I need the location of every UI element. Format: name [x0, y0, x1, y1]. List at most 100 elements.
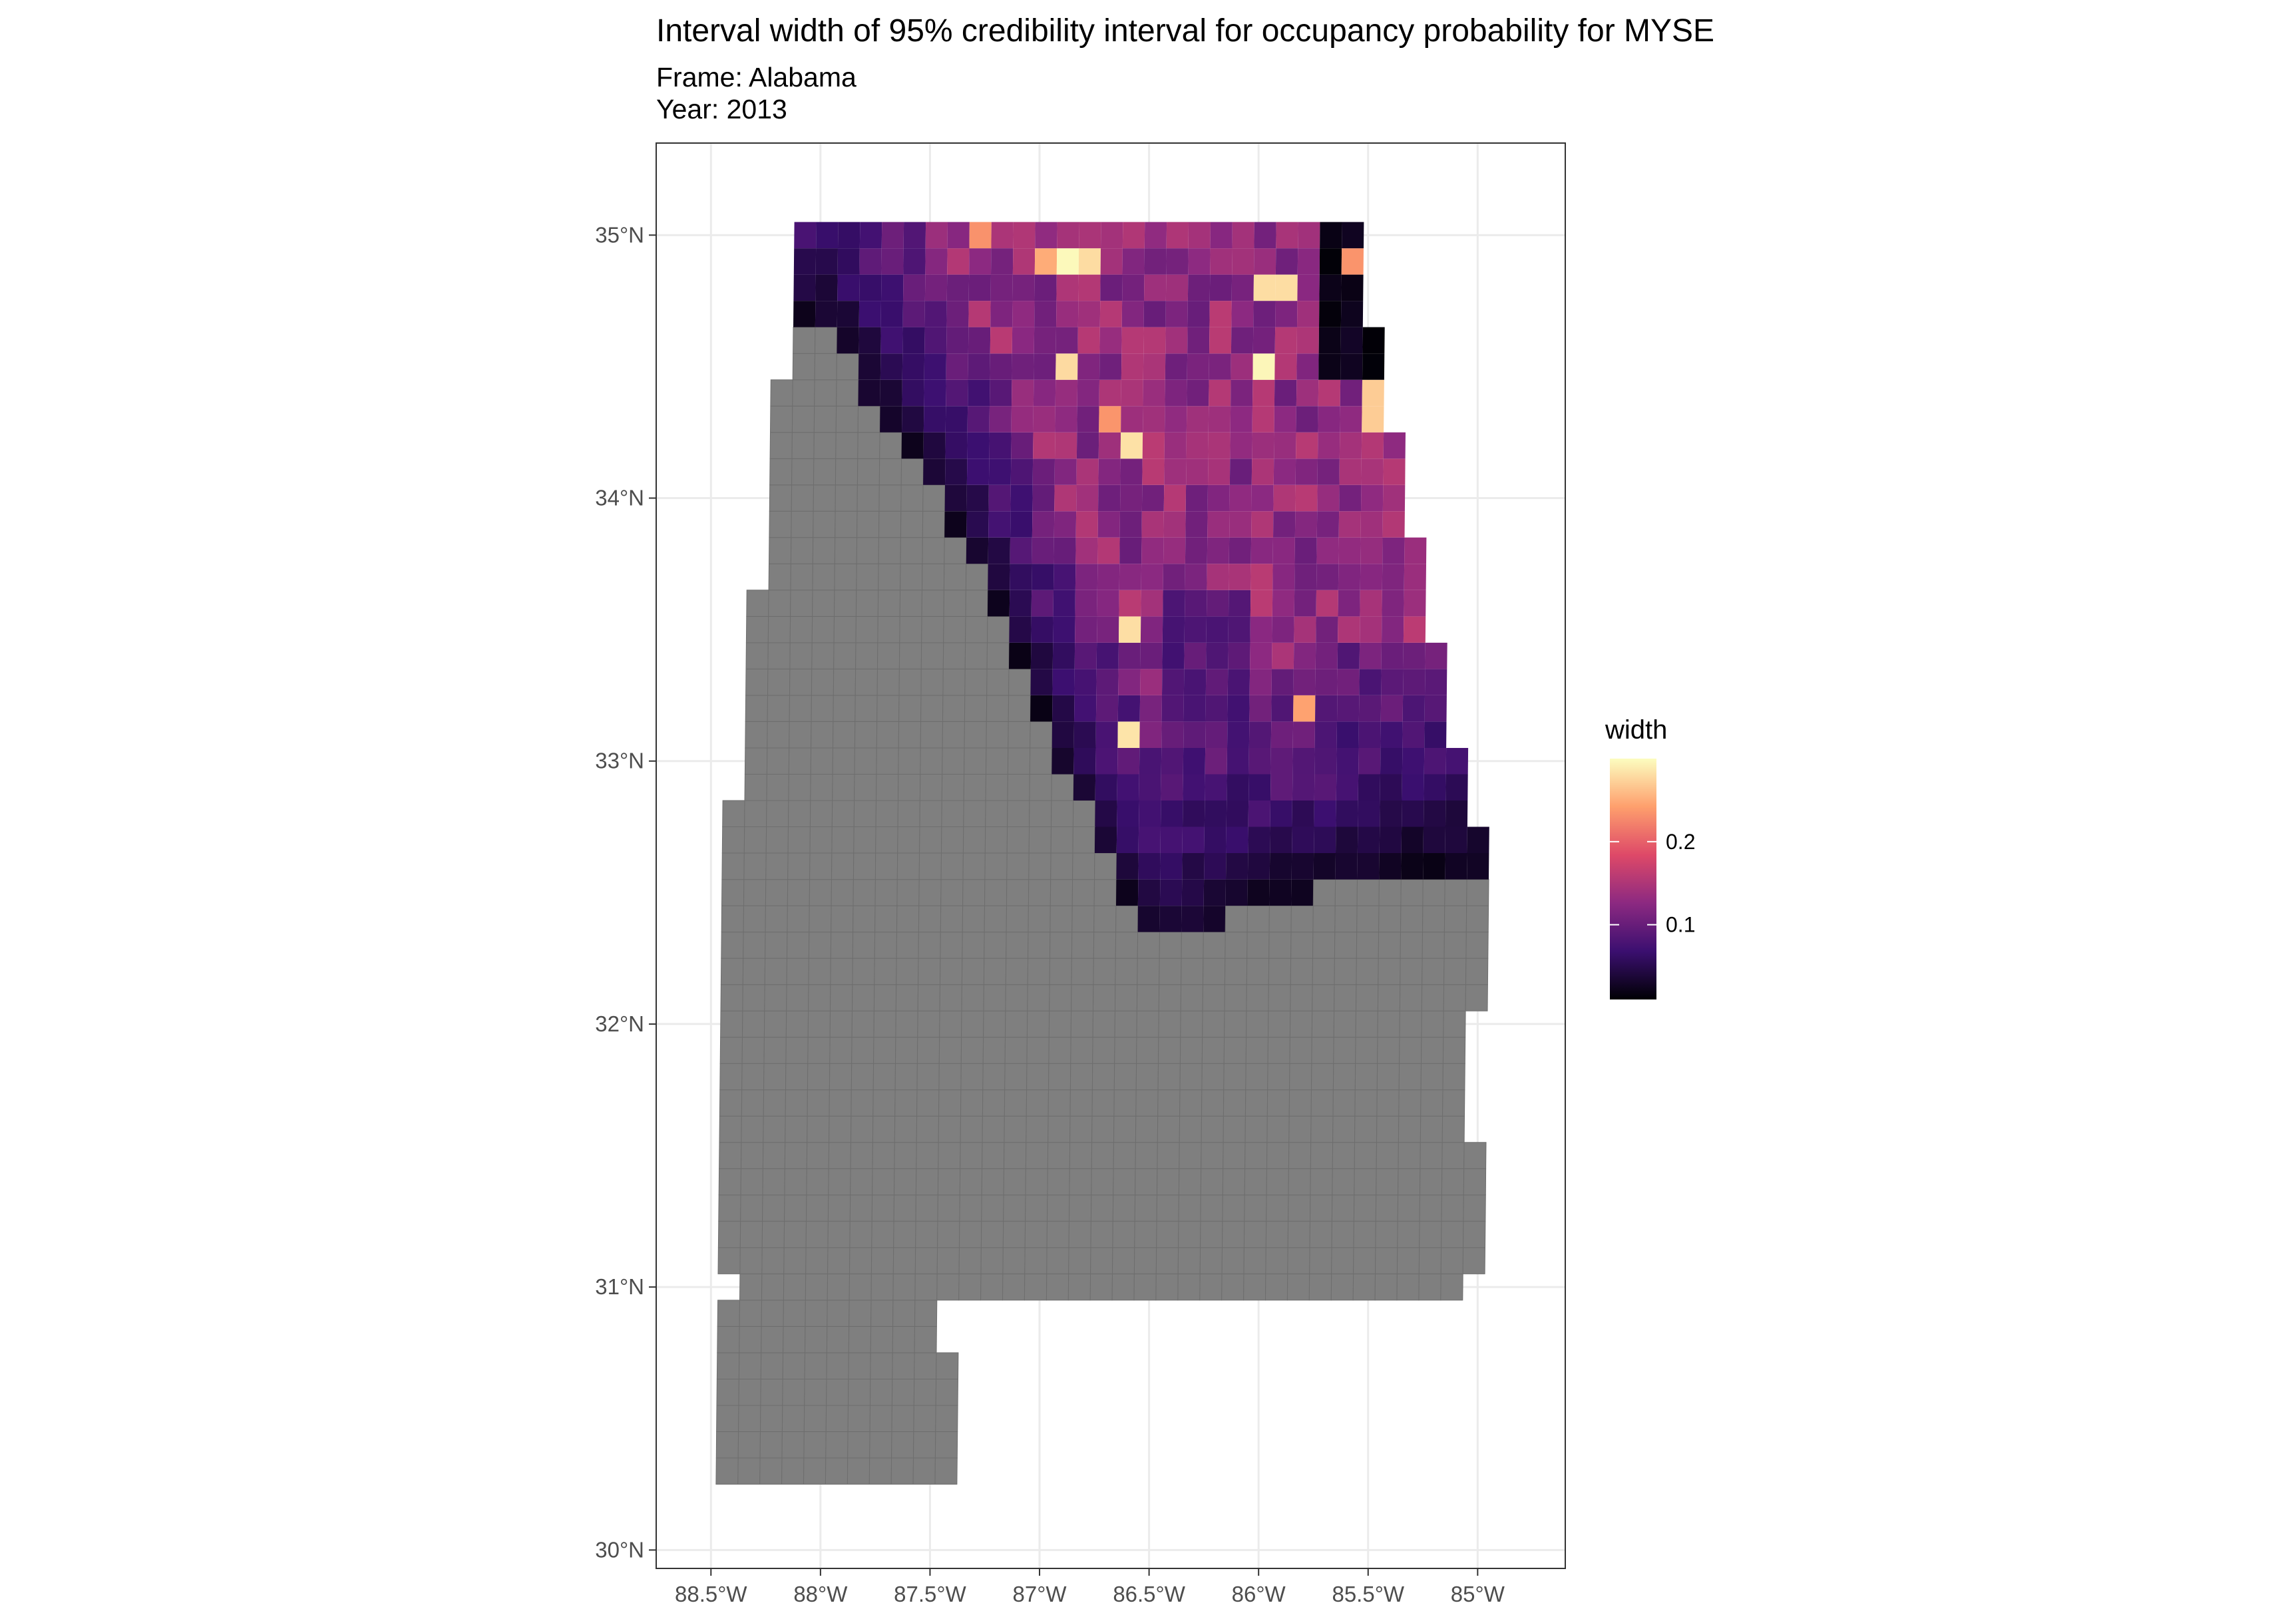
cell-no-data — [1050, 879, 1073, 906]
cell-width — [1272, 616, 1294, 643]
cell-no-data — [789, 616, 813, 643]
cell-width — [816, 222, 839, 249]
cell-no-data — [805, 1247, 829, 1274]
cell-no-data — [833, 668, 857, 696]
cell-width — [1077, 406, 1099, 433]
cell-no-data — [943, 590, 966, 617]
cell-no-data — [826, 1352, 849, 1379]
cell-no-data — [1157, 1089, 1181, 1117]
cell-no-data — [921, 590, 944, 617]
cell-width — [1403, 616, 1426, 643]
cell-no-data — [1287, 1247, 1310, 1274]
cell-no-data — [765, 905, 788, 933]
cell-no-data — [934, 1431, 958, 1459]
cell-no-data — [986, 721, 1009, 749]
cell-width — [1116, 879, 1139, 906]
cell-no-data — [849, 1220, 872, 1248]
cell-width — [1320, 222, 1342, 249]
cell-no-data — [1180, 984, 1204, 1011]
cell-no-data — [1332, 1115, 1356, 1143]
cell-no-data — [1026, 1063, 1050, 1091]
cell-no-data — [811, 721, 834, 749]
cell-no-data — [790, 563, 813, 591]
cell-no-data — [1310, 1168, 1333, 1196]
cell-no-data — [935, 1379, 959, 1406]
cell-width — [1079, 222, 1101, 249]
x-axis: 88.5°W 88°W 87.5°W 87°W 86.5°W 86°W 85.5°W 85°W — [675, 1568, 1505, 1606]
cell-no-data — [1400, 958, 1423, 986]
cell-no-data — [1224, 958, 1248, 986]
cell-no-data — [811, 642, 835, 669]
cell-width — [1274, 406, 1296, 433]
cell-no-data — [1093, 852, 1117, 880]
cell-width — [1402, 748, 1425, 775]
cell-width — [1098, 484, 1121, 512]
cell-no-data — [922, 537, 945, 564]
cell-width — [1252, 327, 1276, 354]
cell-width — [1162, 642, 1185, 669]
cell-no-data — [787, 905, 810, 933]
cell-no-data — [1377, 1037, 1400, 1064]
cell-width — [1035, 222, 1057, 249]
cell-width — [1098, 458, 1121, 485]
cell-width — [1119, 590, 1141, 617]
cell-no-data — [1356, 958, 1379, 986]
cell-width — [1251, 458, 1274, 485]
x-tick-label: 85.5°W — [1332, 1582, 1404, 1606]
cell-width — [1319, 301, 1342, 327]
cell-width — [1187, 379, 1209, 407]
cell-width — [946, 301, 969, 327]
cell-no-data — [943, 563, 967, 591]
cell-no-data — [1113, 1063, 1137, 1091]
cell-no-data — [763, 1010, 787, 1038]
cell-no-data — [767, 642, 791, 669]
cell-no-data — [812, 537, 836, 564]
cell-no-data — [1333, 1010, 1357, 1038]
cell-no-data — [914, 1352, 937, 1379]
cell-no-data — [719, 1037, 743, 1064]
cell-no-data — [891, 1431, 914, 1459]
cell-no-data — [1288, 1194, 1311, 1222]
cell-width — [1075, 590, 1097, 617]
cell-no-data — [745, 668, 769, 696]
cell-width — [1248, 774, 1271, 801]
cell-no-data — [869, 1379, 893, 1406]
cell-no-data — [878, 458, 902, 486]
cell-no-data — [1310, 1063, 1334, 1091]
cell-width — [1139, 774, 1161, 801]
cell-width — [1249, 669, 1272, 695]
cell-no-data — [719, 1063, 743, 1091]
cell-no-data — [937, 1194, 960, 1222]
cell-no-data — [766, 774, 789, 801]
cell-width — [1052, 721, 1074, 748]
cell-no-data — [1267, 1010, 1291, 1038]
cell-no-data — [1441, 1142, 1465, 1169]
cell-no-data — [1178, 1194, 1201, 1222]
cell-width — [1182, 826, 1205, 853]
cell-width — [1165, 301, 1188, 327]
cell-width — [1141, 537, 1164, 564]
cell-no-data — [836, 353, 859, 381]
cell-width — [1231, 353, 1253, 380]
cell-width — [1161, 801, 1183, 827]
cell-no-data — [791, 405, 815, 433]
cell-width — [1207, 564, 1229, 590]
cell-no-data — [827, 1247, 851, 1274]
cell-no-data — [982, 1063, 1006, 1091]
cell-no-data — [1356, 905, 1380, 933]
cell-no-data — [1244, 1115, 1268, 1143]
cell-no-data — [769, 484, 793, 512]
cell-width — [881, 248, 904, 275]
cell-no-data — [962, 932, 985, 959]
cell-no-data — [1268, 932, 1292, 959]
cell-no-data — [900, 563, 923, 591]
cell-width — [1357, 826, 1380, 853]
cell-width — [1100, 274, 1123, 301]
cell-width — [1229, 537, 1252, 564]
cell-width — [1424, 721, 1447, 748]
cell-width — [1032, 484, 1055, 512]
cell-no-data — [1399, 1010, 1422, 1038]
y-tick-label: 30°N — [595, 1537, 644, 1562]
cell-no-data — [940, 905, 964, 933]
